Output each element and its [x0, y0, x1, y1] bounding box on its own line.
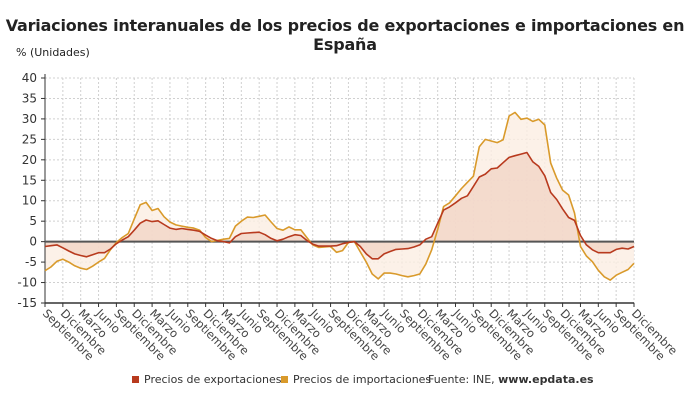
series-line-imports	[44, 111, 635, 281]
y-tick-label: 5	[29, 214, 37, 228]
y-tick-label: -10	[17, 276, 37, 290]
line-chart: 4035302520151050-5-10-15SeptiembreDiciem…	[17, 71, 680, 363]
legend-item-exports: Precios de exportaciones	[132, 373, 281, 386]
legend-swatch-imports	[281, 376, 288, 383]
source-prefix: Fuente: INE,	[428, 373, 499, 386]
legend-swatch-exports	[132, 376, 139, 383]
y-tick-label: 25	[22, 132, 37, 146]
legend-item-imports: Precios de importaciones	[281, 373, 431, 386]
y-tick-label: 40	[22, 71, 37, 85]
source-note: Fuente: INE, www.epdata.es	[428, 373, 594, 386]
y-axis-label: % (Unidades)	[16, 46, 90, 59]
y-tick-label: 15	[22, 173, 37, 187]
y-tick-label: 0	[29, 235, 37, 249]
y-tick-label: 35	[22, 91, 37, 105]
y-tick-label: 10	[22, 194, 37, 208]
source-link[interactable]: www.epdata.es	[498, 373, 594, 386]
y-tick-label: -15	[17, 296, 37, 310]
area-exports	[45, 152, 634, 259]
chart-title: Variaciones interanuales de los precios …	[5, 16, 685, 54]
series-line-exports	[44, 151, 635, 260]
y-tick-label: 30	[22, 112, 37, 126]
legend-label-imports: Precios de importaciones	[293, 373, 432, 386]
y-tick-label: -5	[25, 255, 37, 269]
legend-label-exports: Precios de exportaciones	[144, 373, 282, 386]
y-tick-label: 20	[22, 153, 37, 167]
